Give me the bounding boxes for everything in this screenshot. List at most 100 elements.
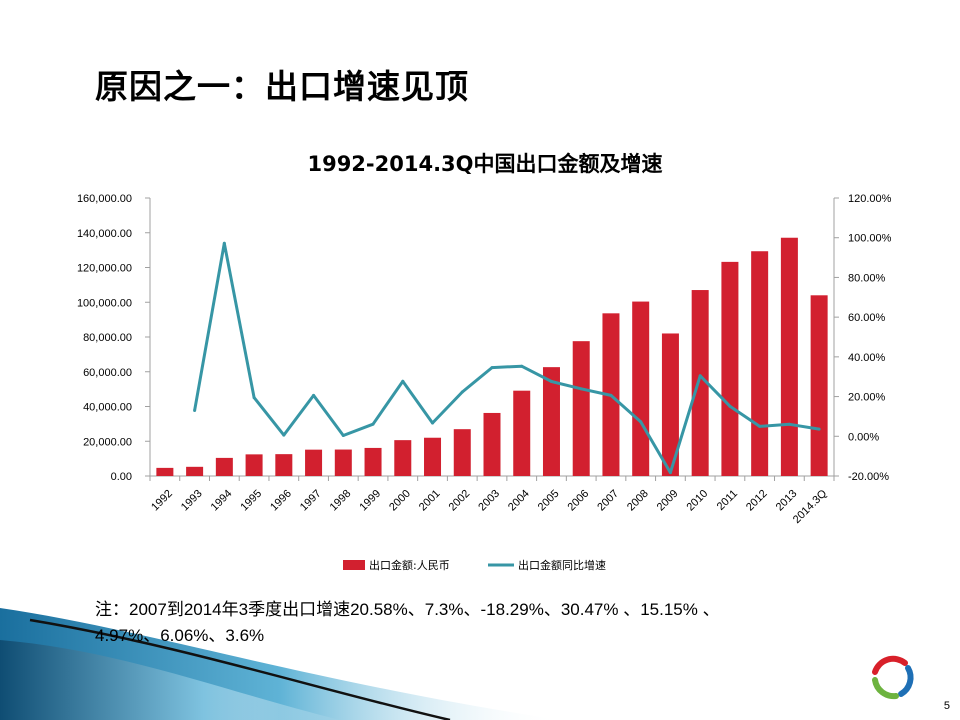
chart-title: 1992-2014.3Q中国出口金额及增速 [307, 152, 663, 176]
left-tick-label: 160,000.00 [77, 193, 132, 205]
footnote: 注：2007到2014年3季度出口增速20.58%、7.3%、-18.29%、3… [95, 597, 895, 649]
left-tick-label: 100,000.00 [77, 297, 132, 309]
x-tick-label: 1993 [179, 488, 205, 514]
right-tick-label: 40.00% [848, 352, 886, 364]
company-logo [872, 655, 914, 700]
bar [661, 333, 679, 476]
line-point [758, 424, 762, 428]
export-chart: 0.00 20,000.00 40,000.00 60,000.00 80,000.00… [77, 193, 892, 572]
x-tick-label: 2009 [655, 488, 681, 514]
bar [691, 290, 709, 476]
bar [156, 467, 174, 476]
x-tick-label: 1996 [268, 488, 294, 514]
bar [245, 454, 263, 476]
line-point [193, 408, 197, 412]
bar [186, 466, 204, 476]
bar [334, 449, 352, 476]
bar-series [156, 237, 828, 476]
line-point [222, 241, 226, 245]
left-tick-label: 20,000.00 [83, 436, 132, 448]
line-point [341, 433, 345, 437]
slide-title: 原因之一：出口增速见顶 [95, 67, 469, 106]
line-point [312, 393, 316, 397]
line-point [698, 374, 702, 378]
line-point [371, 422, 375, 426]
line-point [401, 379, 405, 383]
bar [275, 454, 293, 476]
x-tick-label: 2004 [506, 488, 532, 514]
line-point [817, 427, 821, 431]
x-tick-label: 1992 [149, 488, 175, 514]
line-point [609, 393, 613, 397]
bar [394, 440, 412, 476]
x-tick-label: 1998 [328, 488, 354, 514]
line-point [787, 422, 791, 426]
right-tick-label: 60.00% [848, 312, 886, 324]
page-number: 5 [943, 700, 950, 712]
x-tick-label: 1994 [209, 488, 235, 514]
line-point [252, 396, 256, 400]
left-tick-label: 0.00 [111, 471, 132, 483]
left-tick-label: 140,000.00 [77, 228, 132, 240]
line-series [193, 241, 821, 475]
footnote-line-1: 注：2007到2014年3季度出口增速20.58%、7.3%、-18.29%、3… [95, 600, 720, 619]
x-tick-label: 2014.3Q [791, 487, 830, 526]
x-tick-label: 2005 [536, 488, 562, 514]
footnote-line-2: 4.97%、6.06%、3.6% [95, 626, 265, 645]
x-tick-label: 2003 [476, 488, 502, 514]
line-point [520, 364, 524, 368]
left-tick-label: 80,000.00 [83, 332, 132, 344]
left-tick-label: 40,000.00 [83, 402, 132, 414]
line-point [431, 421, 435, 425]
x-tick-label: 2001 [417, 488, 443, 514]
bar [632, 301, 650, 476]
line-point [460, 390, 464, 394]
bar [780, 237, 798, 476]
x-tick-label: 2013 [774, 488, 800, 514]
x-tick-label: 2012 [744, 488, 770, 514]
right-tick-label: 100.00% [848, 233, 892, 245]
bar [542, 367, 560, 476]
right-tick-label: -20.00% [848, 471, 889, 483]
left-tick-label: 120,000.00 [77, 263, 132, 275]
growth-line [193, 241, 820, 475]
bar [424, 437, 442, 476]
x-tick-label: 2010 [684, 488, 710, 514]
line-point [728, 404, 732, 408]
bar [751, 251, 769, 476]
chart-axes: 0.00 20,000.00 40,000.00 60,000.00 80,000.00… [77, 193, 892, 526]
x-tick-label: 1999 [357, 488, 383, 514]
bar [453, 429, 471, 476]
x-tick-label: 2002 [447, 488, 473, 514]
bar [215, 457, 233, 476]
corner-swoosh-dark [0, 640, 340, 720]
legend-line-label: 出口金额同比增速 [518, 558, 606, 572]
bar [364, 447, 382, 476]
x-tick-label: 2008 [625, 488, 651, 514]
bar [513, 390, 531, 476]
x-tick-label: 1995 [238, 488, 264, 514]
bar [810, 295, 828, 476]
line-point [639, 420, 643, 424]
left-tick-label: 60,000.00 [83, 367, 132, 379]
x-tick-label: 2011 [715, 488, 740, 513]
x-tick-label: 1997 [298, 488, 324, 514]
line-point [668, 471, 672, 475]
bar [572, 341, 590, 476]
x-tick-label: 2007 [595, 488, 621, 514]
line-point [579, 387, 583, 391]
right-tick-label: 0.00% [848, 431, 879, 443]
legend-bar-swatch [343, 560, 365, 570]
x-tick-label: 2006 [566, 488, 592, 514]
legend-bar-label: 出口金额:人民币 [369, 558, 450, 572]
bar [483, 412, 501, 476]
right-tick-label: 120.00% [848, 193, 892, 205]
right-tick-label: 20.00% [848, 392, 886, 404]
line-point [282, 433, 286, 437]
x-tick-label: 2000 [387, 488, 413, 514]
right-tick-label: 80.00% [848, 272, 886, 284]
bar [721, 261, 739, 476]
line-point [549, 379, 553, 383]
bar [305, 449, 323, 476]
chart-legend: 出口金额:人民币 出口金额同比增速 [343, 558, 606, 572]
